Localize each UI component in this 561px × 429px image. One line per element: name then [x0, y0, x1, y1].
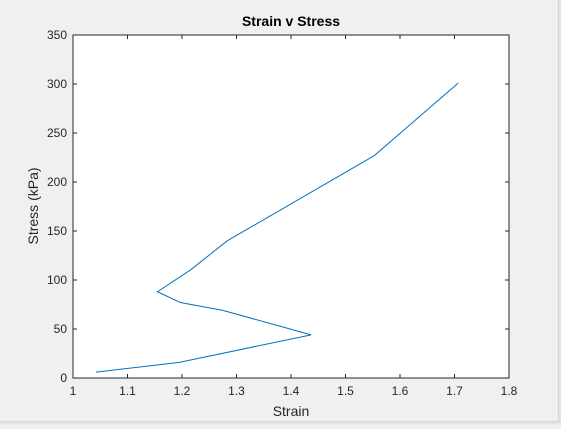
x-tick-label: 1.2	[174, 384, 191, 398]
series-layer	[95, 82, 459, 373]
x-tick-label: 1.4	[283, 384, 300, 398]
x-axis: 1 1.1 1.2 1.3 1.4 1.5 1.6 1.7 1.8	[70, 35, 518, 398]
x-axis-label: Strain	[273, 403, 310, 419]
y-tick-label: 300	[47, 77, 67, 91]
plot-frame	[72, 34, 510, 379]
window-edge-bottom	[0, 421, 561, 424]
x-tick-label: 1.1	[119, 384, 136, 398]
y-axis-label: Stress (kPa)	[25, 167, 41, 244]
x-tick-label: 1.6	[392, 384, 409, 398]
y-tick-label: 0	[60, 371, 67, 385]
y-tick-label: 150	[47, 224, 67, 238]
y-tick-label: 50	[54, 322, 68, 336]
window-edge-right	[558, 0, 561, 424]
plot-area	[73, 35, 509, 378]
x-tick-label: 1.7	[446, 384, 463, 398]
y-tick-label: 350	[47, 28, 67, 42]
x-tick-label: 1.8	[501, 384, 518, 398]
y-tick-label: 250	[47, 126, 67, 140]
x-tick-label: 1.3	[228, 384, 245, 398]
chart-title: Strain v Stress	[242, 13, 340, 29]
y-tick-label: 100	[47, 273, 67, 287]
series-line	[95, 82, 459, 373]
x-tick-label: 1	[70, 384, 77, 398]
y-axis: 0 50 100 150 200 250 300 350	[47, 28, 509, 385]
y-tick-label: 200	[47, 175, 67, 189]
x-tick-label: 1.5	[337, 384, 354, 398]
